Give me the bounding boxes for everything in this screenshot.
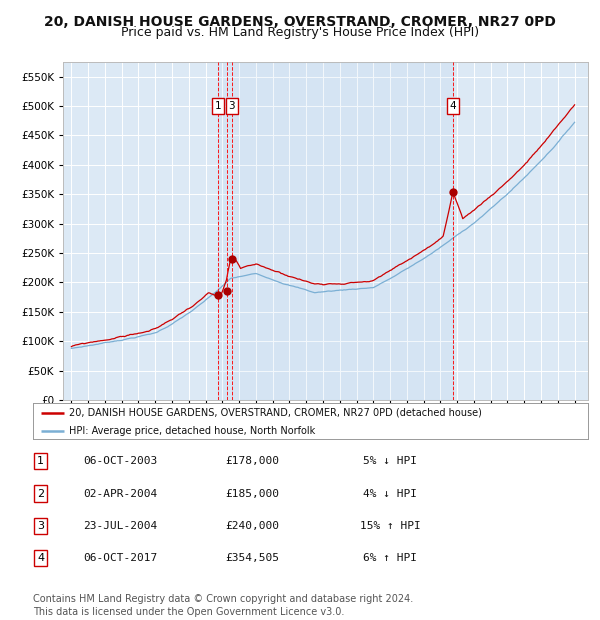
Text: £354,505: £354,505 bbox=[225, 553, 279, 563]
Text: 5% ↓ HPI: 5% ↓ HPI bbox=[363, 456, 417, 466]
Line: HPI: Average price, detached house, North Norfolk: HPI: Average price, detached house, Nort… bbox=[71, 122, 575, 348]
20, DANISH HOUSE GARDENS, OVERSTRAND, CROMER, NR27 0PD (detached house) bbox=[571, 101, 578, 108]
Text: 02-APR-2004: 02-APR-2004 bbox=[83, 489, 157, 498]
HPI: Average price, detached house, North Norfolk: (2.01e+03, 2.02e+05): Average price, detached house, North Nor… bbox=[382, 277, 389, 285]
Text: 20, DANISH HOUSE GARDENS, OVERSTRAND, CROMER, NR27 0PD (detached house): 20, DANISH HOUSE GARDENS, OVERSTRAND, CR… bbox=[69, 408, 482, 418]
20, DANISH HOUSE GARDENS, OVERSTRAND, CROMER, NR27 0PD (detached house) bbox=[68, 343, 75, 350]
Text: 06-OCT-2003: 06-OCT-2003 bbox=[83, 456, 157, 466]
Line: 20, DANISH HOUSE GARDENS, OVERSTRAND, CROMER, NR27 0PD (detached house): 20, DANISH HOUSE GARDENS, OVERSTRAND, CR… bbox=[71, 105, 575, 347]
Text: £185,000: £185,000 bbox=[225, 489, 279, 498]
Text: 4% ↓ HPI: 4% ↓ HPI bbox=[363, 489, 417, 498]
20, DANISH HOUSE GARDENS, OVERSTRAND, CROMER, NR27 0PD (detached house) bbox=[371, 276, 379, 283]
Text: Price paid vs. HM Land Registry's House Price Index (HPI): Price paid vs. HM Land Registry's House … bbox=[121, 26, 479, 39]
HPI: Average price, detached house, North Norfolk: (2e+03, 9.14e+04): Average price, detached house, North Nor… bbox=[82, 342, 89, 350]
Text: £240,000: £240,000 bbox=[225, 521, 279, 531]
Bar bbox=[218, 62, 453, 400]
HPI: Average price, detached house, North Norfolk: (2.02e+03, 3.6e+05): Average price, detached house, North Nor… bbox=[509, 185, 517, 192]
Text: 1: 1 bbox=[37, 456, 44, 466]
Text: 4: 4 bbox=[450, 101, 457, 111]
20, DANISH HOUSE GARDENS, OVERSTRAND, CROMER, NR27 0PD (detached house) bbox=[382, 269, 389, 277]
HPI: Average price, detached house, North Norfolk: (2e+03, 1.22e+05): Average price, detached house, North Nor… bbox=[161, 324, 169, 332]
20, DANISH HOUSE GARDENS, OVERSTRAND, CROMER, NR27 0PD (detached house) bbox=[509, 172, 517, 180]
HPI: Average price, detached house, North Norfolk: (2.01e+03, 1.89e+05): Average price, detached house, North Nor… bbox=[355, 285, 362, 293]
Text: 23-JUL-2004: 23-JUL-2004 bbox=[83, 521, 157, 531]
Text: 3: 3 bbox=[37, 521, 44, 531]
Text: 2: 2 bbox=[37, 489, 44, 498]
20, DANISH HOUSE GARDENS, OVERSTRAND, CROMER, NR27 0PD (detached house) bbox=[355, 278, 362, 286]
Text: 6% ↑ HPI: 6% ↑ HPI bbox=[363, 553, 417, 563]
HPI: Average price, detached house, North Norfolk: (2e+03, 8.77e+04): Average price, detached house, North Nor… bbox=[68, 345, 75, 352]
Text: HPI: Average price, detached house, North Norfolk: HPI: Average price, detached house, Nort… bbox=[69, 426, 316, 436]
Text: 1: 1 bbox=[215, 101, 221, 111]
Text: £178,000: £178,000 bbox=[225, 456, 279, 466]
Text: Contains HM Land Registry data © Crown copyright and database right 2024.
This d: Contains HM Land Registry data © Crown c… bbox=[33, 594, 413, 617]
20, DANISH HOUSE GARDENS, OVERSTRAND, CROMER, NR27 0PD (detached house) bbox=[82, 340, 89, 347]
HPI: Average price, detached house, North Norfolk: (2.02e+03, 4.72e+05): Average price, detached house, North Nor… bbox=[571, 118, 578, 126]
Text: 4: 4 bbox=[37, 553, 44, 563]
Text: 15% ↑ HPI: 15% ↑ HPI bbox=[359, 521, 421, 531]
20, DANISH HOUSE GARDENS, OVERSTRAND, CROMER, NR27 0PD (detached house) bbox=[161, 319, 169, 327]
Text: 06-OCT-2017: 06-OCT-2017 bbox=[83, 553, 157, 563]
Text: 20, DANISH HOUSE GARDENS, OVERSTRAND, CROMER, NR27 0PD: 20, DANISH HOUSE GARDENS, OVERSTRAND, CR… bbox=[44, 16, 556, 30]
Text: 3: 3 bbox=[229, 101, 235, 111]
HPI: Average price, detached house, North Norfolk: (2.01e+03, 1.92e+05): Average price, detached house, North Nor… bbox=[371, 283, 379, 291]
